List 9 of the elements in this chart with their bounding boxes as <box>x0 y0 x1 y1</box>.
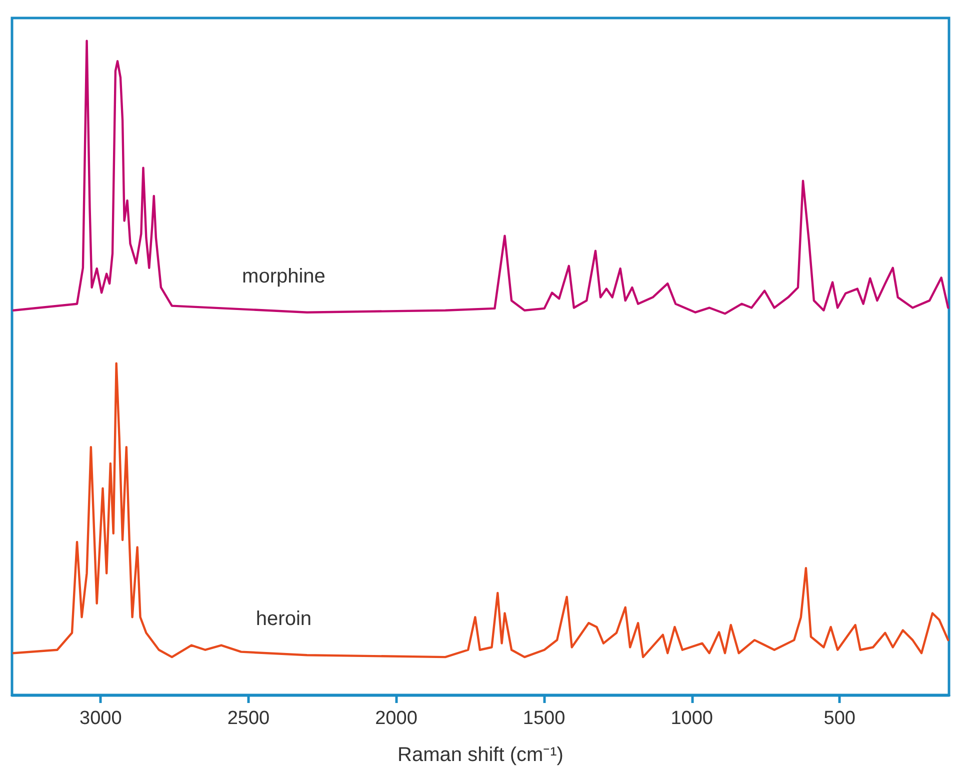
series-label: heroin <box>256 608 312 630</box>
x-tick-label: 3000 <box>80 708 122 729</box>
x-tick-label: 2000 <box>375 708 418 729</box>
x-tick-label: 2500 <box>227 708 270 729</box>
x-axis-title: Raman shift (cm⁻¹) <box>398 744 564 766</box>
x-tick-label: 1500 <box>522 708 566 729</box>
x-tick-label: 500 <box>824 708 856 729</box>
series-label: morphine <box>242 265 326 288</box>
x-tick-label: 1000 <box>670 708 713 729</box>
